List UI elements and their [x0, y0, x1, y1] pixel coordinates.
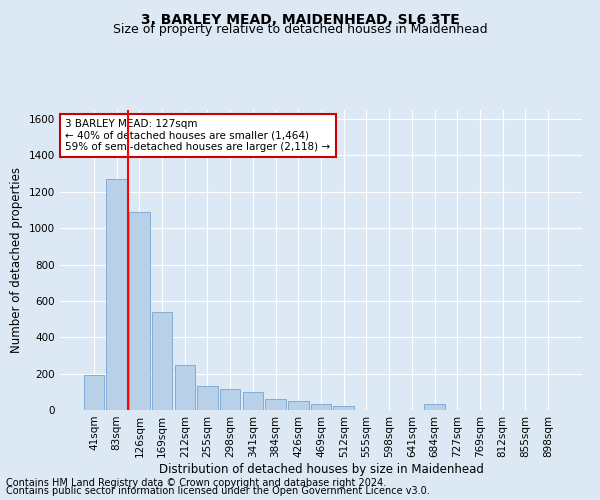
Bar	[84, 376, 104, 410]
Text: 3 BARLEY MEAD: 127sqm
← 40% of detached houses are smaller (1,464)
59% of semi-d: 3 BARLEY MEAD: 127sqm ← 40% of detached …	[65, 119, 331, 152]
Bar	[424, 404, 445, 410]
Bar	[220, 389, 241, 410]
Bar	[334, 406, 354, 410]
Text: Contains HM Land Registry data © Crown copyright and database right 2024.: Contains HM Land Registry data © Crown c…	[6, 478, 386, 488]
Bar	[311, 404, 331, 410]
Bar	[106, 179, 127, 410]
Bar	[265, 399, 286, 410]
Text: 3, BARLEY MEAD, MAIDENHEAD, SL6 3TE: 3, BARLEY MEAD, MAIDENHEAD, SL6 3TE	[140, 12, 460, 26]
X-axis label: Distribution of detached houses by size in Maidenhead: Distribution of detached houses by size …	[158, 462, 484, 475]
Bar	[152, 312, 172, 410]
Bar	[288, 401, 308, 410]
Text: Size of property relative to detached houses in Maidenhead: Size of property relative to detached ho…	[113, 22, 487, 36]
Bar	[197, 386, 218, 410]
Bar	[129, 212, 149, 410]
Y-axis label: Number of detached properties: Number of detached properties	[10, 167, 23, 353]
Text: Contains public sector information licensed under the Open Government Licence v3: Contains public sector information licen…	[6, 486, 430, 496]
Bar	[175, 364, 195, 410]
Bar	[242, 392, 263, 410]
